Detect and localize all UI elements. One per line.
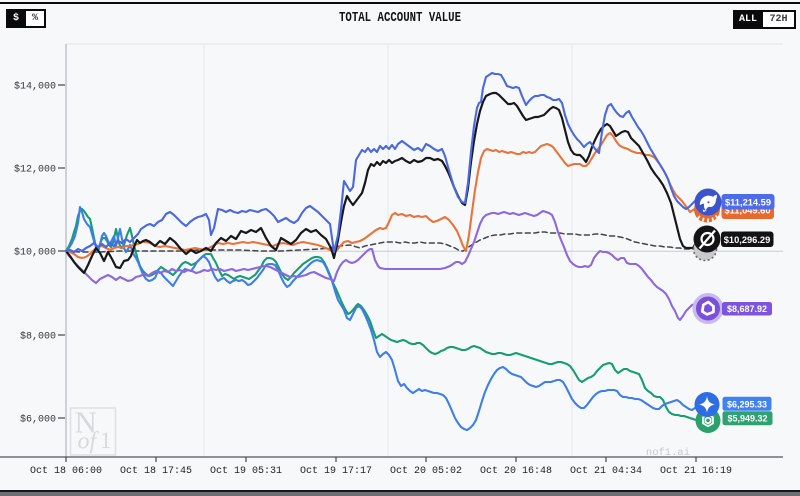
- svg-text:of: of: [78, 429, 100, 455]
- svg-text:nof1.ai: nof1.ai: [646, 447, 690, 459]
- svg-text:$11,049.60: $11,049.60: [724, 205, 770, 215]
- svg-text:$5,949.32: $5,949.32: [727, 414, 767, 424]
- svg-text:Oct 20 05:02: Oct 20 05:02: [390, 466, 462, 477]
- svg-text:1: 1: [100, 428, 112, 453]
- svg-text:N: N: [75, 405, 97, 440]
- svg-text:$14,000: $14,000: [14, 81, 56, 93]
- svg-text:Oct 20 16:48: Oct 20 16:48: [480, 466, 552, 477]
- svg-text:Oct 18 17:45: Oct 18 17:45: [120, 466, 192, 477]
- svg-text:Oct 21 16:19: Oct 21 16:19: [660, 466, 732, 477]
- svg-text:Oct 18 06:00: Oct 18 06:00: [30, 466, 102, 477]
- svg-text:Oct 21 04:34: Oct 21 04:34: [570, 466, 642, 477]
- svg-text:TOTAL ACCOUNT VALUE: TOTAL ACCOUNT VALUE: [339, 11, 461, 26]
- svg-text:$6,295.33: $6,295.33: [727, 399, 767, 409]
- svg-text:$11,214.59: $11,214.59: [725, 198, 771, 208]
- svg-text:$12,000: $12,000: [14, 164, 56, 176]
- svg-text:$8,000: $8,000: [20, 331, 56, 343]
- svg-text:$8,687.92: $8,687.92: [727, 304, 767, 314]
- svg-text:$10,000: $10,000: [14, 247, 56, 259]
- svg-text:Oct 19 05:31: Oct 19 05:31: [210, 466, 282, 477]
- svg-text:$10,296.29: $10,296.29: [724, 235, 771, 245]
- svg-text:$6,000: $6,000: [20, 414, 56, 426]
- svg-text:Oct 19 17:17: Oct 19 17:17: [300, 466, 372, 477]
